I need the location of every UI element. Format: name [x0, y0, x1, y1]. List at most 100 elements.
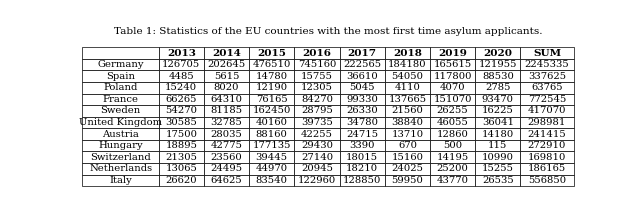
Bar — [83, 117, 159, 128]
Bar — [520, 70, 573, 82]
Bar — [430, 163, 476, 174]
Bar — [385, 174, 430, 186]
Text: 64310: 64310 — [211, 95, 243, 104]
Bar — [204, 163, 249, 174]
Text: 42775: 42775 — [211, 141, 243, 150]
Bar — [340, 128, 385, 140]
Bar — [476, 151, 520, 163]
Text: 20945: 20945 — [301, 164, 333, 173]
Bar — [83, 105, 159, 117]
Bar — [83, 47, 159, 59]
Bar — [159, 47, 204, 59]
Text: 15240: 15240 — [165, 83, 197, 92]
Bar — [430, 105, 476, 117]
Bar — [430, 59, 476, 70]
Text: 36041: 36041 — [482, 118, 514, 127]
Bar — [385, 59, 430, 70]
Text: 3390: 3390 — [349, 141, 375, 150]
Text: 14195: 14195 — [436, 153, 468, 162]
Text: 186165: 186165 — [528, 164, 566, 173]
Text: 2017: 2017 — [348, 49, 377, 58]
Bar — [159, 70, 204, 82]
Text: 81185: 81185 — [211, 106, 243, 115]
Text: 8020: 8020 — [214, 83, 239, 92]
Bar — [159, 128, 204, 140]
Text: United Kingdom: United Kingdom — [79, 118, 162, 127]
Bar — [476, 117, 520, 128]
Text: 26620: 26620 — [166, 176, 197, 185]
Text: Switzerland: Switzerland — [90, 153, 151, 162]
Bar — [476, 128, 520, 140]
Text: 500: 500 — [443, 141, 462, 150]
Text: 745160: 745160 — [298, 60, 336, 69]
Text: 2013: 2013 — [167, 49, 196, 58]
Bar — [249, 151, 294, 163]
Text: 417070: 417070 — [528, 106, 566, 115]
Bar — [204, 117, 249, 128]
Text: 169810: 169810 — [528, 153, 566, 162]
Text: 2785: 2785 — [485, 83, 511, 92]
Text: 17500: 17500 — [165, 130, 197, 139]
Bar — [385, 163, 430, 174]
Text: 43770: 43770 — [436, 176, 468, 185]
Text: 15755: 15755 — [301, 72, 333, 81]
Text: 26255: 26255 — [436, 106, 468, 115]
Text: 27140: 27140 — [301, 153, 333, 162]
Bar — [340, 93, 385, 105]
Bar — [340, 140, 385, 151]
Text: 88530: 88530 — [482, 72, 514, 81]
Bar — [249, 70, 294, 82]
Bar — [294, 93, 340, 105]
Bar — [385, 128, 430, 140]
Text: 54270: 54270 — [165, 106, 197, 115]
Text: 29430: 29430 — [301, 141, 333, 150]
Text: 4070: 4070 — [440, 83, 465, 92]
Bar — [520, 117, 573, 128]
Bar — [385, 47, 430, 59]
Text: 122960: 122960 — [298, 176, 336, 185]
Bar — [340, 174, 385, 186]
Bar — [249, 163, 294, 174]
Bar — [385, 151, 430, 163]
Bar — [520, 47, 573, 59]
Bar — [430, 47, 476, 59]
Text: 66265: 66265 — [166, 95, 197, 104]
Bar — [520, 105, 573, 117]
Bar — [430, 174, 476, 186]
Bar — [430, 70, 476, 82]
Bar — [340, 47, 385, 59]
Bar — [294, 174, 340, 186]
Bar — [430, 82, 476, 93]
Bar — [520, 82, 573, 93]
Bar — [476, 140, 520, 151]
Text: 24715: 24715 — [346, 130, 378, 139]
Text: 165615: 165615 — [433, 60, 472, 69]
Bar — [476, 59, 520, 70]
Text: 93470: 93470 — [482, 95, 514, 104]
Text: 54050: 54050 — [392, 72, 424, 81]
Text: 126705: 126705 — [162, 60, 200, 69]
Bar — [204, 47, 249, 59]
Bar — [520, 128, 573, 140]
Bar — [83, 93, 159, 105]
Bar — [204, 93, 249, 105]
Bar — [83, 59, 159, 70]
Text: 13710: 13710 — [391, 130, 424, 139]
Bar — [520, 59, 573, 70]
Text: 15255: 15255 — [482, 164, 514, 173]
Text: 14180: 14180 — [482, 130, 514, 139]
Bar — [294, 82, 340, 93]
Bar — [249, 128, 294, 140]
Bar — [476, 163, 520, 174]
Bar — [83, 174, 159, 186]
Text: SUM: SUM — [533, 49, 561, 58]
Bar — [340, 163, 385, 174]
Text: 24025: 24025 — [392, 164, 424, 173]
Text: 84270: 84270 — [301, 95, 333, 104]
Text: 241415: 241415 — [527, 130, 566, 139]
Bar — [159, 117, 204, 128]
Text: 556850: 556850 — [528, 176, 566, 185]
Text: Germany: Germany — [97, 60, 144, 69]
Text: 4110: 4110 — [394, 83, 420, 92]
Bar — [204, 105, 249, 117]
